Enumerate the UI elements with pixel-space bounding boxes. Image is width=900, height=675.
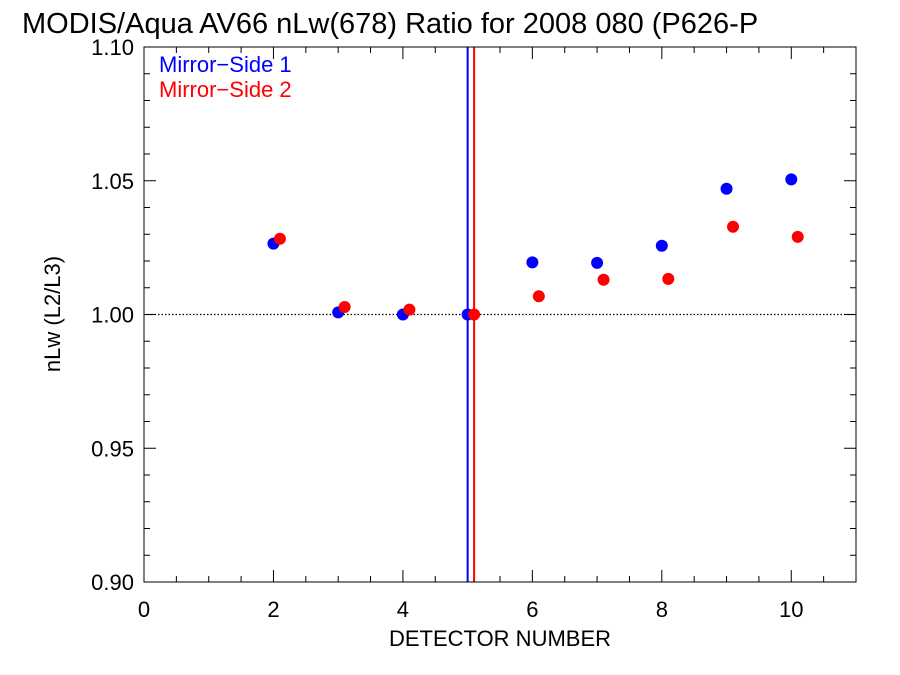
data-points xyxy=(267,173,804,321)
major-ticks xyxy=(143,46,856,583)
chart-title: MODIS/Aqua AV66 nLw(678) Ratio for 2008 … xyxy=(22,8,758,40)
legend-entry-series-2: Mirror−Side 2 xyxy=(159,77,292,102)
data-point-series-1 xyxy=(785,173,798,186)
data-point-series-2 xyxy=(597,273,610,286)
y-axis-label: nLw (L2/L3) xyxy=(40,256,65,372)
data-point-series-1 xyxy=(655,239,668,252)
y-tick-label: 1.05 xyxy=(91,169,134,194)
legend-entry-series-1: Mirror−Side 1 xyxy=(159,52,292,77)
x-tick-label: 8 xyxy=(656,597,668,622)
x-tick-label: 6 xyxy=(526,597,538,622)
minor-ticks xyxy=(144,47,857,582)
data-point-series-1 xyxy=(720,182,733,195)
y-tick-label: 0.90 xyxy=(91,570,134,595)
data-point-series-1 xyxy=(591,256,604,269)
x-tick-label: 10 xyxy=(779,597,803,622)
tick-labels: 0 2 4 6 8 10 0.90 0.95 1.00 1.05 1.10 xyxy=(91,35,803,622)
data-point-series-2 xyxy=(791,230,804,243)
data-point-series-2 xyxy=(338,301,351,314)
x-tick-label: 0 xyxy=(138,597,150,622)
data-point-series-2 xyxy=(468,308,481,321)
x-tick-label: 2 xyxy=(267,597,279,622)
data-point-series-2 xyxy=(273,232,286,245)
y-tick-label: 0.95 xyxy=(91,436,134,461)
x-axis-label: DETECTOR NUMBER xyxy=(389,626,611,651)
data-point-series-1 xyxy=(526,256,539,269)
data-point-series-2 xyxy=(532,290,545,303)
data-point-series-2 xyxy=(662,272,675,285)
x-tick-label: 4 xyxy=(397,597,409,622)
data-point-series-2 xyxy=(403,303,416,316)
plot-frame xyxy=(143,46,857,583)
data-point-series-2 xyxy=(727,220,740,233)
y-tick-label: 1.10 xyxy=(91,35,134,60)
y-tick-label: 1.00 xyxy=(91,303,134,328)
